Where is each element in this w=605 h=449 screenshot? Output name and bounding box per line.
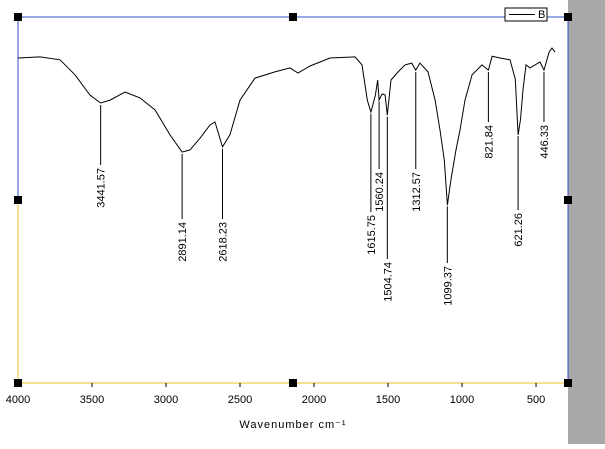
- peak-label: 1504.74: [382, 262, 394, 302]
- peak-label: 1560.24: [374, 172, 386, 212]
- x-tick-label: 4000: [6, 394, 30, 406]
- peak-label: 446.33: [539, 125, 551, 159]
- x-tick-label: 1000: [450, 394, 474, 406]
- peak-label: 821.84: [483, 125, 495, 159]
- x-tick-label: 3500: [80, 394, 104, 406]
- peak-label: 3441.57: [96, 168, 108, 208]
- x-tick-label: 2500: [228, 394, 252, 406]
- peak-label: 2618.23: [218, 222, 230, 262]
- x-tick-label: 500: [527, 394, 545, 406]
- peak-label: 1312.57: [411, 172, 423, 212]
- side-panel: [568, 0, 605, 444]
- x-axis-label: Wavenumber cm⁻¹: [239, 419, 346, 431]
- x-tick-label: 1500: [376, 394, 400, 406]
- peak-label: 2891.14: [177, 222, 189, 262]
- legend-label: B: [538, 9, 545, 21]
- spectrum-line: [17, 47, 556, 206]
- peak-label: 621.26: [513, 213, 525, 247]
- x-tick-label: 2000: [302, 394, 326, 406]
- x-tick-label: 3000: [154, 394, 178, 406]
- peak-label: 1099.37: [442, 266, 454, 306]
- peak-label: 1615.75: [366, 215, 378, 255]
